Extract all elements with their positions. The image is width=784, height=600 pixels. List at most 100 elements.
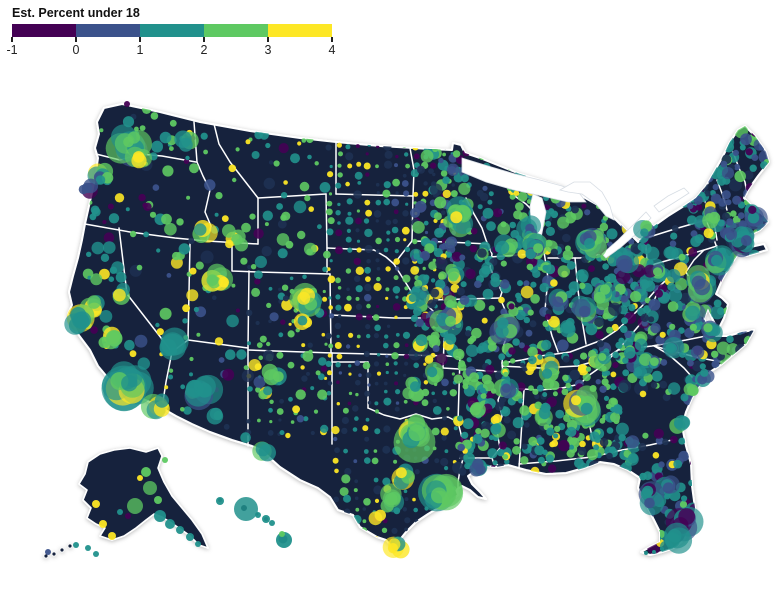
county-bubble [169, 146, 174, 152]
county-bubble [726, 335, 734, 344]
county-bubble [747, 212, 760, 224]
county-bubble [395, 266, 400, 271]
county-bubble [590, 168, 598, 176]
county-bubble [465, 268, 476, 280]
county-bubble [159, 105, 165, 111]
county-bubble [694, 152, 702, 160]
county-bubble [347, 247, 353, 253]
county-bubble [355, 228, 360, 233]
county-bubble [639, 390, 647, 398]
county-bubble [276, 351, 284, 359]
county-bubble [690, 230, 698, 238]
county-bubble [323, 250, 331, 259]
county-bubble [393, 209, 399, 215]
county-bubble [348, 364, 352, 368]
county-bubble [336, 353, 343, 360]
county-bubble [653, 428, 664, 439]
county-bubble [73, 542, 79, 548]
county-bubble [605, 148, 612, 155]
county-bubble [533, 149, 541, 156]
county-bubble [164, 222, 177, 236]
county-bubble [269, 312, 279, 322]
county-bubble [383, 342, 389, 349]
county-bubble [689, 133, 696, 140]
county-bubble [621, 317, 629, 325]
county-bubble [341, 474, 351, 484]
county-bubble [434, 227, 445, 238]
county-bubble [259, 335, 267, 343]
county-bubble [541, 339, 552, 351]
county-bubble [477, 248, 487, 258]
county-bubble [482, 185, 488, 191]
county-bubble [154, 510, 166, 522]
county-bubble [186, 533, 194, 541]
county-bubble [346, 198, 353, 205]
county-bubble [478, 267, 490, 278]
county-bubble [748, 351, 761, 364]
county-bubble [362, 519, 367, 524]
county-bubble [741, 235, 752, 246]
county-bubble [189, 356, 194, 362]
county-bubble [758, 363, 765, 370]
county-bubble [470, 227, 478, 235]
county-bubble [149, 211, 157, 218]
county-bubble [90, 326, 98, 334]
county-bubble [322, 289, 326, 294]
county-bubble [256, 342, 263, 348]
county-bubble [532, 388, 539, 395]
county-bubble [475, 428, 482, 435]
county-bubble [413, 362, 420, 369]
county-bubble [628, 238, 635, 245]
county-bubble [512, 417, 524, 429]
county-bubble [129, 230, 137, 238]
county-bubble [402, 296, 408, 302]
county-bubble [429, 183, 443, 196]
county-bubble [691, 133, 703, 144]
county-bubble [596, 340, 605, 348]
county-bubble [650, 323, 661, 334]
county-bubble [395, 332, 400, 337]
county-bubble [433, 248, 443, 258]
county-bubble [757, 254, 764, 261]
county-bubble [549, 380, 560, 391]
county-bubble [328, 313, 335, 319]
county-bubble [423, 181, 428, 186]
county-bubble [392, 218, 398, 225]
county-bubble [711, 350, 719, 358]
county-bubble [450, 190, 458, 198]
county-bubble [755, 363, 769, 378]
county-bubble [668, 288, 683, 303]
county-bubble [221, 215, 229, 223]
county-bubble [404, 361, 409, 366]
county-bubble [603, 176, 617, 189]
county-bubble [431, 391, 436, 396]
legend-bin-1 [76, 24, 140, 37]
county-bubble [710, 305, 725, 320]
county-bubble [363, 498, 371, 506]
county-bubble [337, 202, 341, 207]
county-bubble [169, 119, 177, 127]
county-bubble [404, 152, 409, 157]
county-bubble [281, 284, 289, 291]
county-bubble [656, 190, 665, 198]
county-bubble [589, 431, 600, 442]
county-bubble [569, 369, 580, 381]
county-bubble [764, 168, 769, 179]
county-bubble [374, 428, 381, 435]
county-bubble [280, 214, 287, 221]
county-bubble [566, 426, 577, 437]
county-bubble [445, 251, 452, 258]
county-bubble [431, 144, 436, 149]
county-bubble [353, 459, 358, 464]
county-bubble [255, 441, 271, 457]
county-bubble [404, 343, 409, 348]
county-bubble [165, 519, 175, 529]
county-bubble [327, 171, 334, 178]
county-bubble [593, 444, 600, 451]
county-bubble [240, 257, 248, 265]
county-bubble [363, 351, 370, 357]
county-bubble [225, 349, 236, 361]
county-bubble [669, 323, 676, 330]
county-bubble [353, 257, 361, 266]
county-bubble [334, 322, 342, 330]
